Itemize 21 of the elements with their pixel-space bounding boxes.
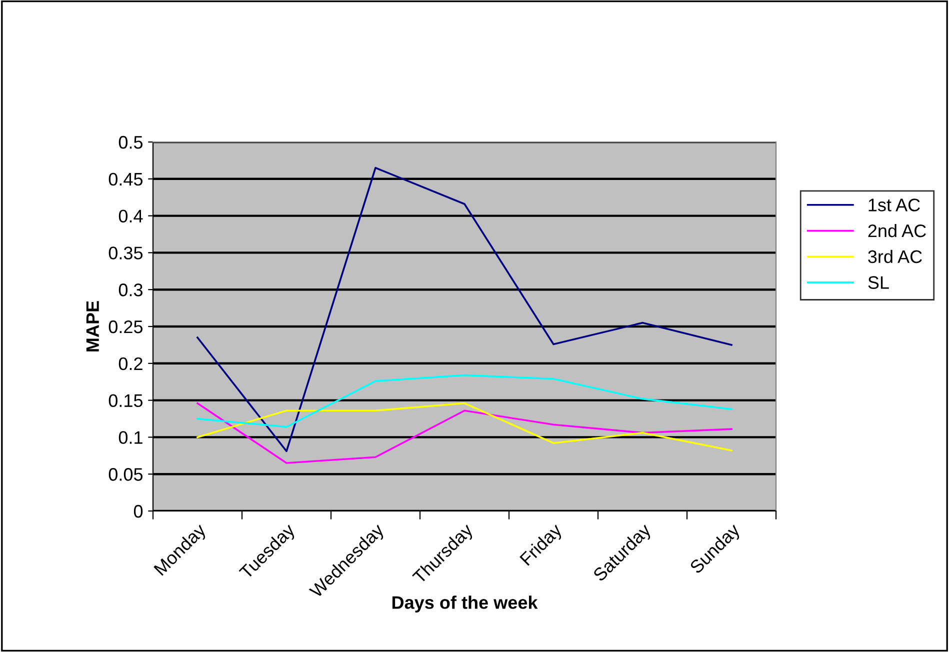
y-tick-label: 0.5: [118, 136, 143, 149]
y-tick-label: 0.25: [108, 320, 143, 334]
line-series: [196, 166, 732, 452]
y-tick-label: 0.1: [118, 431, 142, 444]
y-tick-label: 0.45: [108, 172, 143, 186]
y-tick-label: 0.3: [118, 284, 142, 296]
line-series: [196, 402, 732, 464]
y-tick-label: 0: [134, 504, 143, 518]
legend-label: 2nd AC: [868, 224, 926, 238]
line-series: [196, 374, 732, 428]
legend-label: SL: [868, 276, 889, 289]
y-tick-label: 0.4: [118, 210, 143, 223]
y-tick-label: 0.05: [108, 468, 143, 481]
y-tick-label: 0.35: [108, 246, 143, 260]
y-axis-title: MAPE: [86, 301, 99, 352]
y-tick-label: 0.15: [108, 394, 143, 408]
line-series: [196, 402, 732, 452]
legend-label: 1st AC: [868, 198, 920, 212]
legend-label: 3rd AC: [868, 250, 922, 264]
y-tick-label: 0.2: [118, 357, 142, 370]
x-axis-title: Days of the week: [392, 596, 538, 612]
